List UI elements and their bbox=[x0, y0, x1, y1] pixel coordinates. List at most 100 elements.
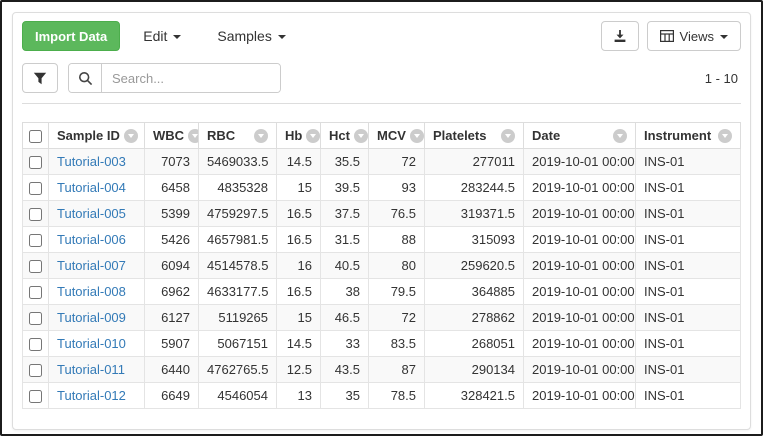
samples-table: Sample ID WBC RBC Hb Hct MCV Platelets Date Inst… bbox=[22, 122, 741, 409]
select-all-checkbox[interactable] bbox=[29, 129, 42, 143]
table-row: Tutorial-008 6962 4633177.5 16.5 38 79.5 36488… bbox=[22, 278, 741, 305]
column-menu-icon[interactable] bbox=[501, 128, 515, 143]
views-button[interactable]: Views bbox=[646, 21, 741, 51]
cell-instrument: INS-01 bbox=[635, 330, 741, 357]
sample-link[interactable]: Tutorial-005 bbox=[57, 205, 126, 221]
row-checkbox-cell bbox=[22, 304, 49, 331]
cell-id: Tutorial-008 bbox=[48, 278, 145, 305]
cell-hb: 16.5 bbox=[276, 278, 321, 305]
row-checkbox[interactable] bbox=[29, 363, 42, 377]
cell-platelets: 319371.5 bbox=[424, 200, 524, 227]
column-header-mcv[interactable]: MCV bbox=[368, 122, 425, 149]
row-checkbox[interactable] bbox=[29, 207, 42, 221]
column-header-hct[interactable]: Hct bbox=[320, 122, 369, 149]
cell-hct: 39.5 bbox=[320, 174, 369, 201]
column-header-instrument[interactable]: Instrument bbox=[635, 122, 741, 149]
column-header-label: Platelets bbox=[433, 127, 487, 143]
cell-hct: 33 bbox=[320, 330, 369, 357]
cell-date: 2019-10-01 00:00 bbox=[523, 278, 636, 305]
cell-hb: 15 bbox=[276, 174, 321, 201]
sample-link[interactable]: Tutorial-011 bbox=[57, 361, 125, 377]
search-input[interactable] bbox=[102, 64, 280, 92]
row-checkbox-cell bbox=[22, 356, 49, 383]
cell-wbc: 6962 bbox=[144, 278, 199, 305]
table-row: Tutorial-007 6094 4514578.5 16 40.5 80 259620.… bbox=[22, 252, 741, 279]
cell-instrument: INS-01 bbox=[635, 252, 741, 279]
sample-link[interactable]: Tutorial-007 bbox=[57, 257, 126, 273]
cell-wbc: 6440 bbox=[144, 356, 199, 383]
cell-id: Tutorial-006 bbox=[48, 226, 145, 253]
column-menu-icon[interactable] bbox=[306, 128, 320, 143]
import-data-button[interactable]: Import Data bbox=[22, 21, 121, 51]
row-checkbox[interactable] bbox=[29, 337, 42, 351]
sample-link[interactable]: Tutorial-004 bbox=[57, 179, 126, 195]
row-checkbox[interactable] bbox=[29, 285, 42, 299]
views-button-label: Views bbox=[679, 28, 714, 44]
cell-mcv: 76.5 bbox=[368, 200, 425, 227]
column-menu-icon[interactable] bbox=[123, 128, 138, 143]
table-row: Tutorial-011 6440 4762765.5 12.5 43.5 87 29013… bbox=[22, 356, 741, 383]
column-menu-icon[interactable] bbox=[613, 128, 627, 143]
row-checkbox[interactable] bbox=[29, 181, 42, 195]
table-header: Sample ID WBC RBC Hb Hct MCV Platelets Date Inst… bbox=[22, 122, 741, 149]
cell-hb: 14.5 bbox=[276, 330, 321, 357]
row-checkbox[interactable] bbox=[29, 389, 42, 403]
cell-date: 2019-10-01 00:00 bbox=[523, 356, 636, 383]
table-header-row: Sample ID WBC RBC Hb Hct MCV Platelets Date Inst… bbox=[22, 122, 741, 149]
column-menu-icon[interactable] bbox=[718, 128, 732, 143]
column-menu-icon[interactable] bbox=[188, 128, 198, 143]
cell-hb: 16.5 bbox=[276, 200, 321, 227]
toolbar-separator bbox=[22, 103, 741, 104]
samples-menu-label: Samples bbox=[217, 28, 272, 44]
column-header-wbc[interactable]: WBC bbox=[144, 122, 199, 149]
cell-wbc: 6458 bbox=[144, 174, 199, 201]
download-button[interactable] bbox=[600, 21, 639, 51]
cell-wbc: 5426 bbox=[144, 226, 199, 253]
cell-hb: 16.5 bbox=[276, 226, 321, 253]
column-menu-icon[interactable] bbox=[409, 128, 424, 143]
column-menu-icon[interactable] bbox=[254, 128, 268, 143]
column-menu-icon[interactable] bbox=[353, 128, 368, 143]
cell-instrument: INS-01 bbox=[635, 382, 741, 409]
column-header-id[interactable]: Sample ID bbox=[48, 122, 145, 149]
cell-rbc: 4762765.5 bbox=[198, 356, 277, 383]
sample-link[interactable]: Tutorial-003 bbox=[57, 153, 126, 169]
cell-id: Tutorial-012 bbox=[48, 382, 145, 409]
row-checkbox-cell bbox=[22, 226, 49, 253]
cell-hct: 40.5 bbox=[320, 252, 369, 279]
row-checkbox[interactable] bbox=[29, 311, 42, 325]
cell-instrument: INS-01 bbox=[635, 226, 741, 253]
sample-link[interactable]: Tutorial-009 bbox=[57, 309, 126, 325]
row-checkbox[interactable] bbox=[29, 259, 42, 273]
edit-menu-label: Edit bbox=[143, 28, 168, 44]
row-checkbox-cell bbox=[22, 174, 49, 201]
cell-rbc: 4759297.5 bbox=[198, 200, 277, 227]
select-all-header bbox=[22, 122, 49, 149]
cell-date: 2019-10-01 00:00 bbox=[523, 330, 636, 357]
column-header-rbc[interactable]: RBC bbox=[198, 122, 277, 149]
row-checkbox-cell bbox=[22, 382, 49, 409]
cell-mcv: 93 bbox=[368, 174, 425, 201]
sample-link[interactable]: Tutorial-006 bbox=[57, 231, 126, 247]
samples-menu-button[interactable]: Samples bbox=[204, 21, 298, 51]
column-header-hb[interactable]: Hb bbox=[276, 122, 321, 149]
row-checkbox[interactable] bbox=[29, 155, 42, 169]
row-checkbox[interactable] bbox=[29, 233, 42, 247]
sample-link[interactable]: Tutorial-010 bbox=[57, 335, 126, 351]
row-checkbox-cell bbox=[22, 148, 49, 175]
cell-rbc: 4514578.5 bbox=[198, 252, 277, 279]
sample-link[interactable]: Tutorial-012 bbox=[57, 387, 126, 403]
edit-menu-button[interactable]: Edit bbox=[130, 21, 194, 51]
filter-button[interactable] bbox=[22, 63, 58, 93]
cell-date: 2019-10-01 00:00 bbox=[523, 252, 636, 279]
column-header-platelets[interactable]: Platelets bbox=[424, 122, 524, 149]
table-row: Tutorial-006 5426 4657981.5 16.5 31.5 88 31509… bbox=[22, 226, 741, 253]
column-header-date[interactable]: Date bbox=[523, 122, 636, 149]
cell-rbc: 4546054 bbox=[198, 382, 277, 409]
cell-platelets: 259620.5 bbox=[424, 252, 524, 279]
table-row: Tutorial-012 6649 4546054 13 35 78.5 328421.5 2… bbox=[22, 382, 741, 409]
search-input-group bbox=[68, 63, 281, 93]
cell-hb: 15 bbox=[276, 304, 321, 331]
sample-link[interactable]: Tutorial-008 bbox=[57, 283, 126, 299]
